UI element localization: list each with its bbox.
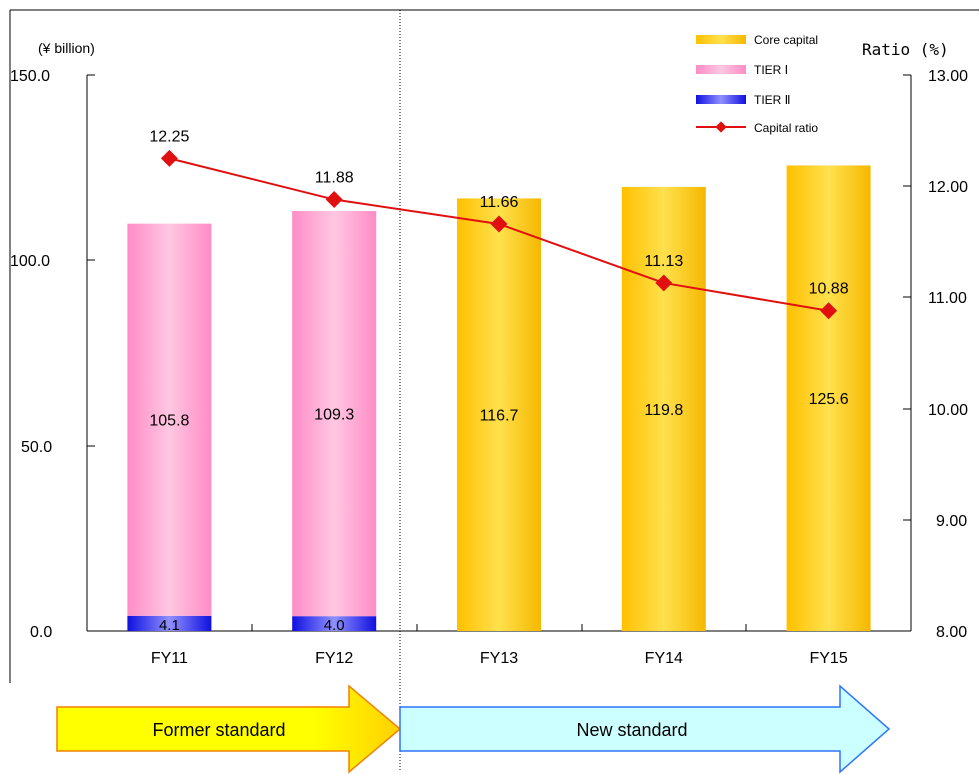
y-right-tick-label: 12.00 [928,179,968,196]
capital-ratio-point [325,191,343,209]
data-label-core-capital: 119.8 [644,402,683,419]
data-label-tier1: 109.3 [314,407,354,424]
legend-label-tier1: TIER Ⅰ [754,63,788,77]
legend-label-capital-ratio: Capital ratio [754,121,818,135]
y-right-tick-label: 9.00 [936,513,967,530]
former-standard-arrow: Former standard [56,684,402,774]
bar-tier2 [127,615,212,631]
y-right-tick-label: 8.00 [936,624,967,641]
x-tick-label: FY12 [315,650,353,667]
y-left-tick-label: 150.0 [10,68,50,85]
x-tick-label: FY11 [151,650,188,667]
bar-core-capital [457,198,541,631]
x-tick-labels: FY11 FY12 FY13 FY14 FY15 [151,650,848,667]
data-label-capital-ratio: 11.66 [480,194,519,211]
data-labels-layer: 105.8 4.1 109.3 4.0 116.7 119.8 125.6 12.25 11.8… [149,128,848,634]
y-left-tick-label: 0.0 [30,624,52,641]
x-ticks [251,624,747,631]
y-left-unit-label: (¥ billion) [38,40,95,56]
data-label-core-capital: 116.7 [480,408,519,425]
y-right-tick-label: 13.00 [928,68,968,85]
y-left-tick-label: 50.0 [21,439,52,456]
bar-tier1 [292,211,377,617]
data-label-tier2: 4.1 [159,617,180,634]
data-label-capital-ratio: 11.88 [315,170,354,187]
capital-ratio-point [820,302,838,320]
capital-ratio-line-layer [160,149,838,320]
capital-ratio-point [655,274,673,292]
x-tick-label: FY15 [809,650,847,667]
capital-ratio-point [490,215,508,233]
legend-swatch-core-capital [696,35,746,44]
bars-layer [127,165,871,631]
data-label-capital-ratio: 10.88 [809,281,849,298]
former-standard-label: Former standard [152,720,285,740]
new-standard-arrow-shape [399,684,891,774]
legend-swatch-tier2 [696,95,746,104]
y-right-tick-label: 11.00 [928,290,967,307]
legend: Core capital TIER Ⅰ TIER Ⅱ Capital ratio [696,33,818,135]
y-left-tick-label: 100.0 [10,253,50,270]
new-standard-label: New standard [576,720,687,740]
y-left-ticks: 150.0 100.0 50.0 0.0 [10,68,95,641]
data-label-capital-ratio: 11.13 [644,253,683,270]
bar-tier1 [127,223,212,616]
data-label-tier1: 105.8 [149,413,189,430]
data-label-tier2: 4.0 [324,617,345,634]
bar-core-capital [621,186,706,631]
x-tick-label: FY13 [480,650,518,667]
legend-label-tier2: TIER Ⅱ [754,93,791,107]
y-right-tick-label: 10.00 [928,402,968,419]
legend-label-core-capital: Core capital [754,33,818,47]
x-tick-label: FY14 [645,650,683,667]
new-standard-arrow: New standard [399,684,891,774]
legend-marker-capital-ratio [715,121,727,133]
y-right-unit-label: Ratio (%) [862,40,949,59]
legend-swatch-tier1 [696,65,746,74]
data-label-core-capital: 125.6 [809,391,849,408]
bar-tier2 [292,616,377,631]
y-right-ticks: 13.00 12.00 11.00 10.00 9.00 8.00 [903,68,968,641]
former-standard-arrow-shape [56,684,402,774]
data-label-capital-ratio: 12.25 [149,128,189,145]
capital-ratio-point [160,149,178,167]
bar-core-capital [786,165,871,631]
